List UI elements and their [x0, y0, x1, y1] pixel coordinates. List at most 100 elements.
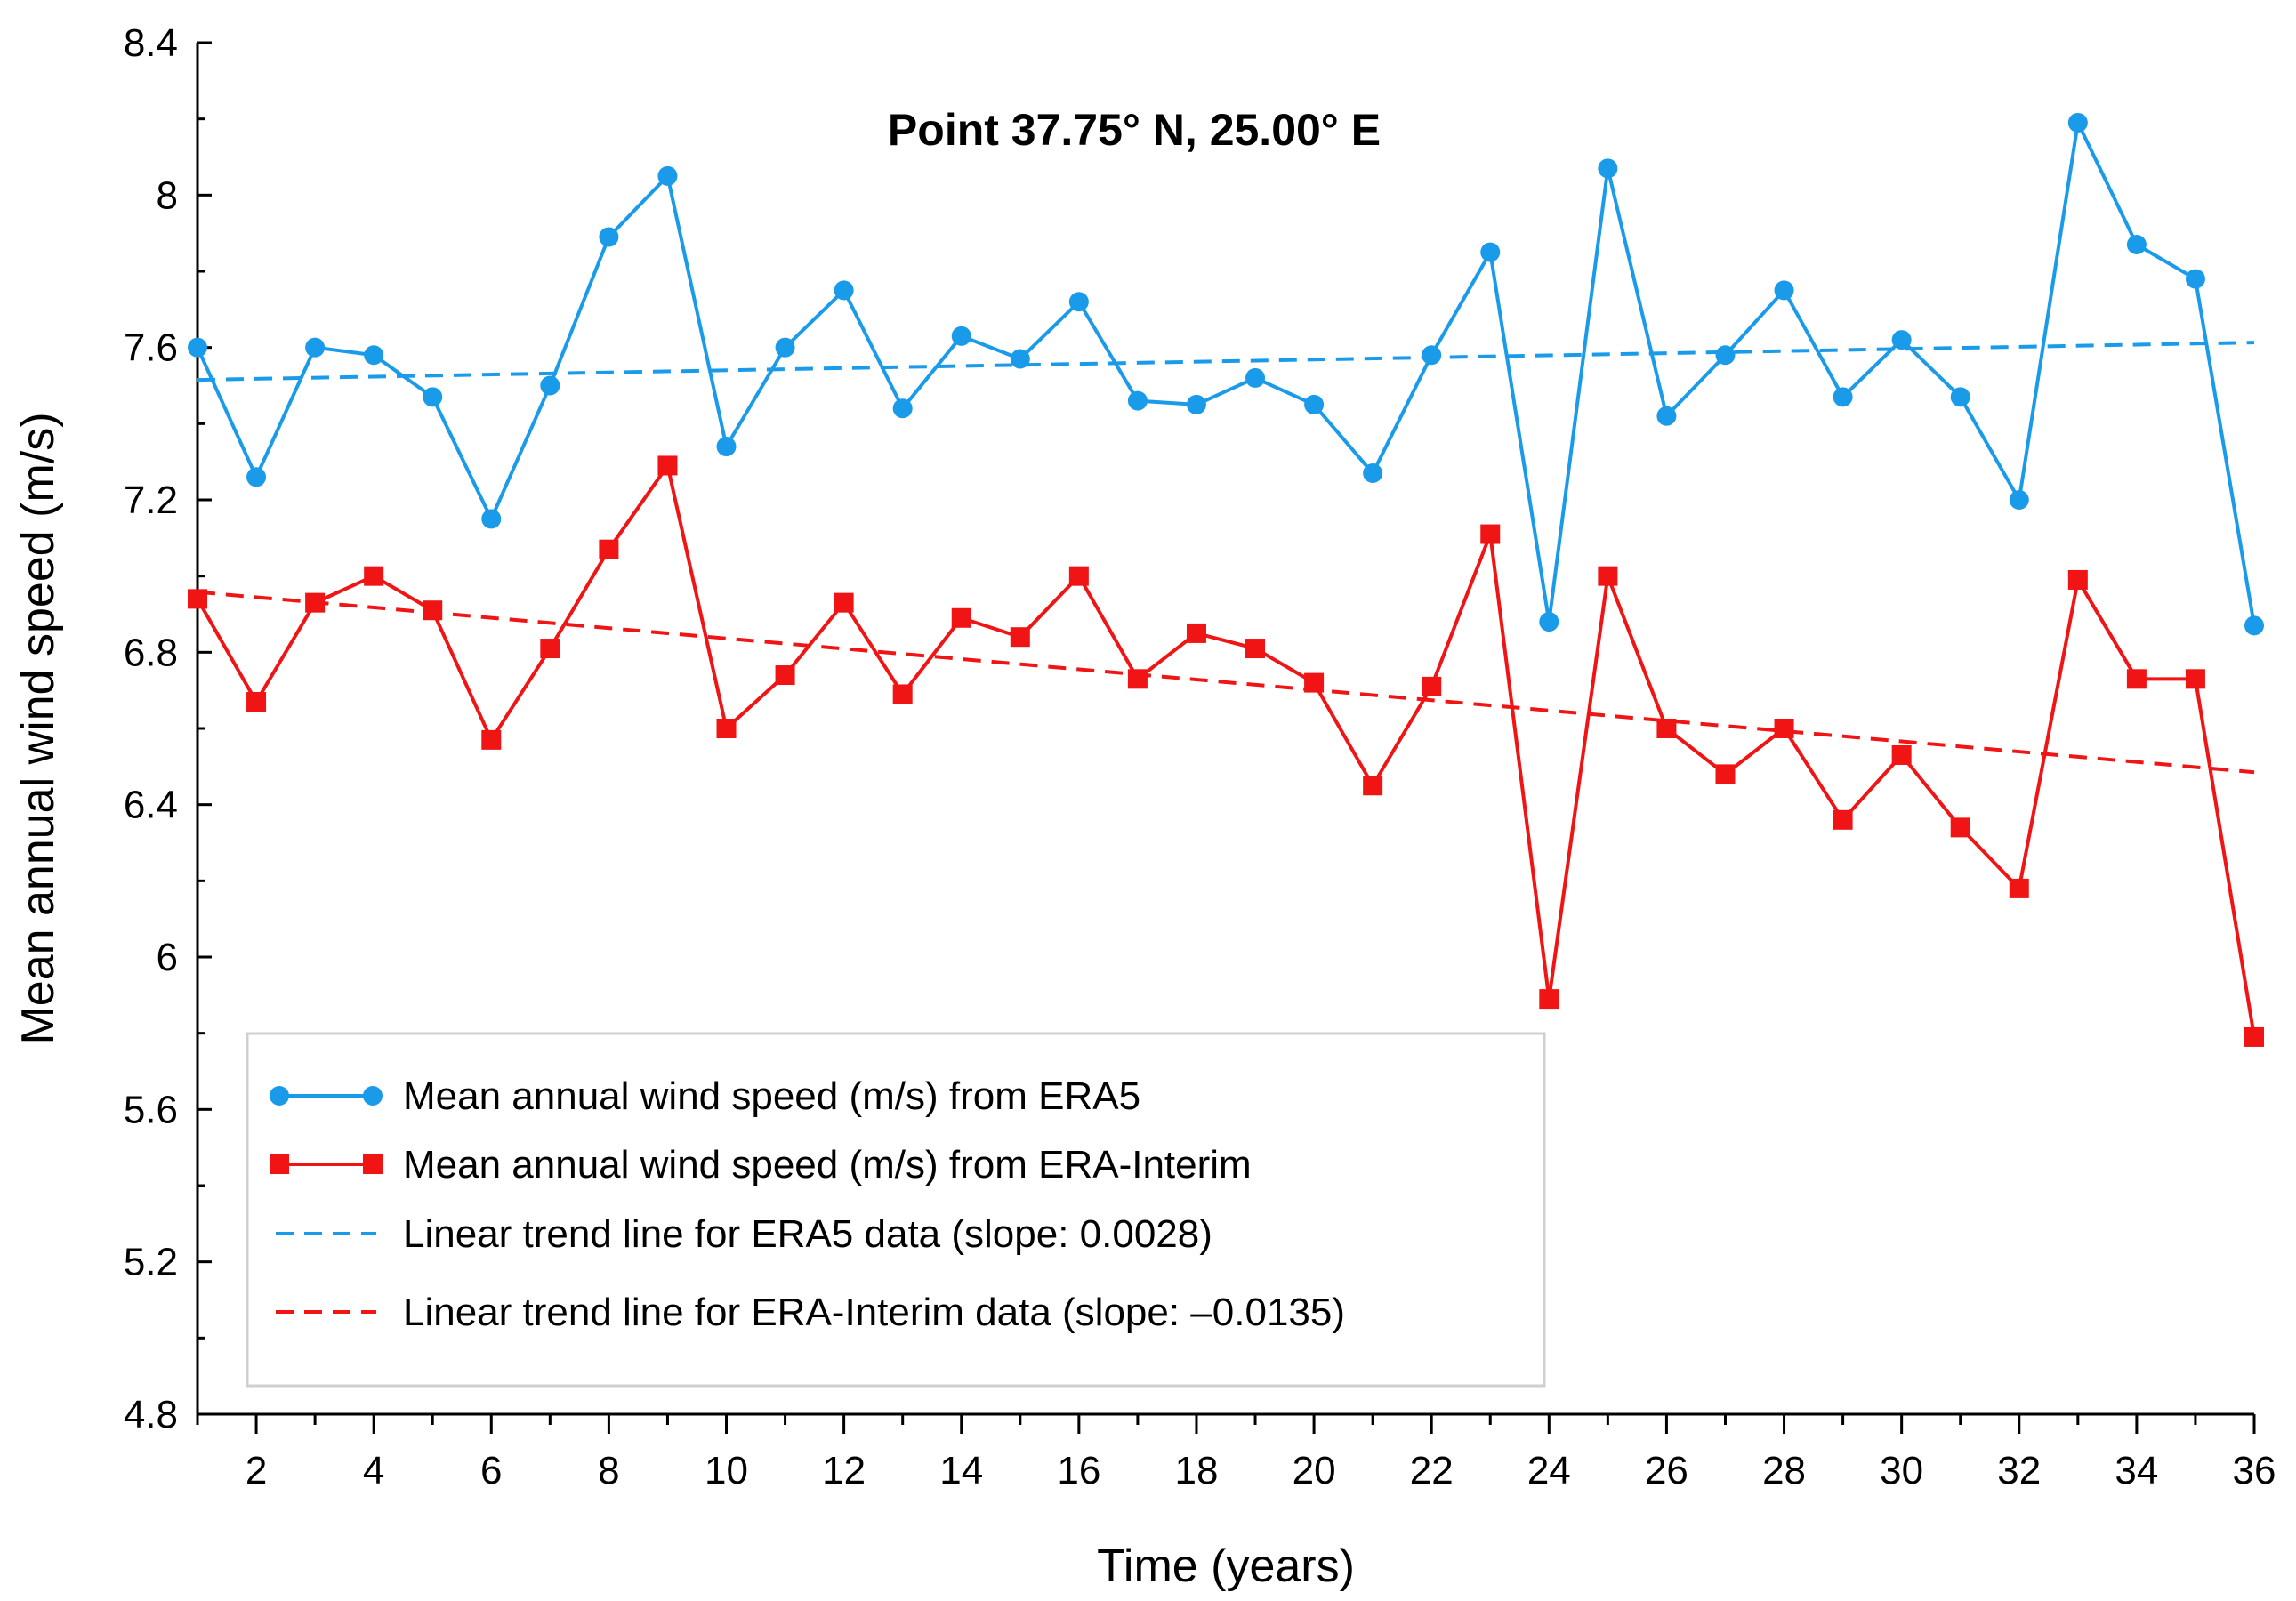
era-interim-point: [599, 539, 619, 559]
era-interim-point: [246, 692, 267, 712]
era-interim-point: [188, 589, 207, 609]
y-tick-label: 6.8: [124, 631, 178, 674]
era5-point: [481, 509, 502, 529]
x-tick-label: 36: [2233, 1449, 2276, 1492]
era5-point: [1950, 387, 1970, 407]
x-tick-label: 20: [1293, 1449, 1336, 1492]
x-tick-label: 4: [363, 1449, 384, 1492]
era-interim-series-line: [196, 463, 2256, 1038]
era-interim-point: [540, 639, 560, 659]
legend-item-era5-trend-label: Linear trend line for ERA5 data (slope: …: [403, 1212, 1212, 1256]
x-tick-label: 16: [1057, 1449, 1100, 1492]
era-interim-point: [1774, 719, 1794, 738]
era5-point: [2126, 235, 2147, 255]
era5-point: [246, 467, 267, 487]
era5-point: [305, 337, 326, 358]
era-interim-point: [1950, 817, 1970, 838]
y-tick-label: 6: [157, 936, 178, 979]
y-tick-label: 7.6: [124, 326, 178, 370]
legend-item-era-interim-marker: [270, 1154, 289, 1174]
x-tick-label: 24: [1527, 1449, 1571, 1492]
era-interim-point: [1186, 623, 1206, 643]
x-axis-title: Time (years): [1097, 1541, 1355, 1592]
era5-point: [1891, 330, 1912, 350]
era-interim-point: [423, 600, 443, 621]
era-interim-point: [481, 729, 502, 750]
era5-point: [1598, 158, 1618, 179]
era5-point: [364, 345, 384, 366]
legend-box: [246, 1032, 1546, 1388]
era-interim-point: [892, 684, 913, 704]
y-tick-label: 7.2: [124, 479, 178, 522]
era-interim-point: [1833, 809, 1853, 830]
era-interim-point: [1422, 676, 1442, 696]
era5-point: [2244, 615, 2264, 636]
era5-point: [1539, 612, 1559, 632]
era-interim-point: [305, 592, 326, 613]
y-axis-title: Mean annual wind speed (m/s): [12, 412, 64, 1044]
era-interim-point: [1891, 744, 1912, 765]
x-tick-label: 10: [705, 1449, 748, 1492]
era5-point: [716, 437, 737, 457]
y-tick-label: 5.2: [124, 1241, 178, 1284]
x-tick-label: 12: [822, 1449, 866, 1492]
era5-point: [540, 375, 560, 396]
era5-point: [834, 280, 854, 301]
era5-point: [2009, 490, 2029, 510]
era-interim-point: [1656, 719, 1677, 738]
era5-point: [599, 227, 619, 247]
x-tick-label: 34: [2115, 1449, 2158, 1492]
legend-item-era-interim-marker: [363, 1154, 383, 1174]
x-tick-label: 8: [598, 1449, 619, 1492]
era-interim-point: [364, 566, 384, 586]
legend-item-era-interim-label: Mean annual wind speed (m/s) from ERA-In…: [403, 1143, 1252, 1187]
era-interim-point: [716, 719, 737, 738]
era-interim-point: [834, 592, 854, 613]
era5-point: [951, 326, 971, 346]
era5-point: [423, 387, 443, 407]
era-interim-point: [2067, 569, 2088, 590]
legend-item-era-interim-trend-label: Linear trend line for ERA-Interim data (…: [403, 1291, 1345, 1334]
era-interim-point: [1068, 566, 1089, 586]
x-tick-label: 28: [1762, 1449, 1806, 1492]
era-interim-point: [1127, 669, 1148, 689]
era5-point: [1127, 390, 1148, 411]
era5-point: [2067, 112, 2088, 133]
era5-point: [1833, 387, 1853, 407]
era-interim-trend-line: [197, 590, 2255, 775]
era5-point: [1715, 345, 1736, 366]
era5-point: [2185, 269, 2205, 289]
era-interim-point: [1245, 639, 1266, 659]
x-tick-label: 32: [1997, 1449, 2041, 1492]
era-interim-point: [657, 455, 678, 476]
era5-point: [1068, 292, 1089, 312]
era-interim-point: [2009, 878, 2029, 898]
era5-point: [1422, 345, 1442, 366]
era-interim-point: [1539, 989, 1559, 1010]
y-tick-label: 8: [157, 173, 178, 217]
era-interim-point: [1304, 672, 1325, 693]
era-interim-point: [1010, 627, 1030, 648]
x-tick-label: 18: [1174, 1449, 1218, 1492]
era5-point: [188, 337, 207, 358]
x-tick-label: 14: [939, 1449, 983, 1492]
era-interim-point: [1598, 566, 1618, 586]
era-interim-point: [775, 665, 795, 686]
legend-item-era5-label: Mean annual wind speed (m/s) from ERA5: [403, 1074, 1140, 1118]
y-tick-label: 6.4: [124, 784, 178, 827]
y-tick-label: 8.4: [124, 21, 178, 65]
era5-point: [892, 398, 913, 419]
era-interim-point: [951, 607, 971, 628]
legend-item-era5-marker: [270, 1086, 289, 1106]
era-interim-point: [2244, 1026, 2264, 1047]
legend-item-era5-marker: [363, 1086, 383, 1106]
era5-point: [775, 337, 795, 358]
x-tick-label: 22: [1410, 1449, 1454, 1492]
era5-point: [1304, 394, 1325, 414]
x-tick-label: 2: [246, 1449, 267, 1492]
y-tick-label: 5.6: [124, 1088, 178, 1131]
era5-point: [1480, 242, 1501, 262]
era5-point: [1656, 406, 1677, 426]
